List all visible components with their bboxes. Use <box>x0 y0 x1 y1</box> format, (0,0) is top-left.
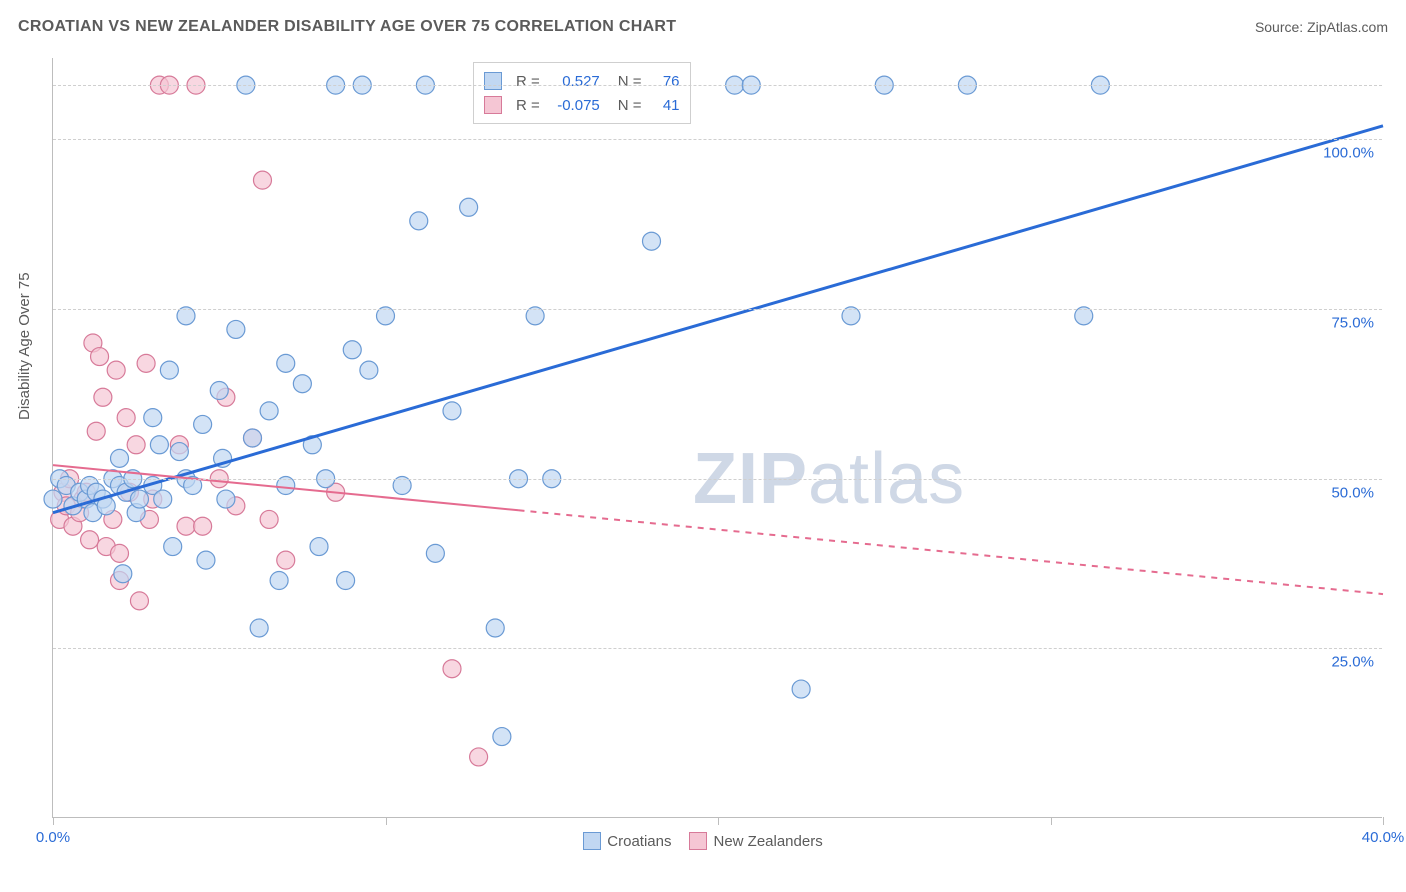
point-croatians <box>160 361 178 379</box>
y-tick-label: 25.0% <box>1331 654 1374 671</box>
point-croatians <box>130 490 148 508</box>
point-croatians <box>164 538 182 556</box>
point-newzealanders <box>130 592 148 610</box>
point-croatians <box>343 341 361 359</box>
point-croatians <box>197 551 215 569</box>
point-croatians <box>44 490 62 508</box>
point-croatians <box>210 382 228 400</box>
legend-item-newzealanders: New Zealanders <box>689 832 822 850</box>
point-croatians <box>250 619 268 637</box>
point-croatians <box>111 449 129 467</box>
point-newzealanders <box>253 171 271 189</box>
point-newzealanders <box>127 436 145 454</box>
y-tick-label: 50.0% <box>1331 484 1374 501</box>
x-tick <box>53 817 54 825</box>
point-croatians <box>460 198 478 216</box>
correlation-legend: R =0.527N =76R =-0.075N =41 <box>473 62 691 124</box>
point-croatians <box>360 361 378 379</box>
trendline-croatians <box>53 126 1383 513</box>
point-croatians <box>293 375 311 393</box>
point-croatians <box>154 490 172 508</box>
scatter-svg <box>53 58 1382 817</box>
chart-plot-area: ZIPatlas R =0.527N =76R =-0.075N =41 25.… <box>52 58 1382 818</box>
point-croatians <box>227 320 245 338</box>
point-newzealanders <box>177 517 195 535</box>
point-croatians <box>150 436 168 454</box>
source-attribution: Source: ZipAtlas.com <box>1255 19 1388 35</box>
gridline-h <box>53 479 1382 480</box>
y-tick-label: 75.0% <box>1331 315 1374 332</box>
point-newzealanders <box>94 388 112 406</box>
point-croatians <box>194 415 212 433</box>
point-newzealanders <box>87 422 105 440</box>
point-croatians <box>114 565 132 583</box>
point-croatians <box>277 354 295 372</box>
point-croatians <box>337 572 355 590</box>
point-croatians <box>270 572 288 590</box>
point-croatians <box>792 680 810 698</box>
x-tick <box>1051 817 1052 825</box>
point-croatians <box>410 212 428 230</box>
y-axis-label: Disability Age Over 75 <box>16 272 33 420</box>
point-newzealanders <box>137 354 155 372</box>
gridline-h <box>53 309 1382 310</box>
point-croatians <box>643 232 661 250</box>
swatch-newzealanders <box>689 832 707 850</box>
point-croatians <box>493 728 511 746</box>
point-newzealanders <box>443 660 461 678</box>
gridline-h <box>53 648 1382 649</box>
point-croatians <box>217 490 235 508</box>
point-newzealanders <box>81 531 99 549</box>
point-newzealanders <box>194 517 212 535</box>
y-tick-label: 100.0% <box>1323 145 1374 162</box>
gridline-h <box>53 85 1382 86</box>
point-croatians <box>310 538 328 556</box>
point-croatians <box>486 619 504 637</box>
swatch-croatians <box>484 72 502 90</box>
point-croatians <box>170 443 188 461</box>
swatch-croatians <box>583 832 601 850</box>
point-croatians <box>244 429 262 447</box>
point-croatians <box>260 402 278 420</box>
point-newzealanders <box>277 551 295 569</box>
point-newzealanders <box>91 348 109 366</box>
legend-item-croatians: Croatians <box>583 832 671 850</box>
corr-row-newzealanders: R =-0.075N =41 <box>484 93 680 117</box>
point-newzealanders <box>111 544 129 562</box>
corr-row-croatians: R =0.527N =76 <box>484 69 680 93</box>
x-tick <box>386 817 387 825</box>
point-croatians <box>443 402 461 420</box>
point-newzealanders <box>260 510 278 528</box>
series-legend: Croatians New Zealanders <box>0 832 1406 850</box>
point-newzealanders <box>470 748 488 766</box>
point-croatians <box>144 409 162 427</box>
swatch-newzealanders <box>484 96 502 114</box>
trendline-newzealanders-dashed <box>519 510 1384 594</box>
x-tick <box>1383 817 1384 825</box>
point-newzealanders <box>107 361 125 379</box>
chart-title: CROATIAN VS NEW ZEALANDER DISABILITY AGE… <box>18 18 676 36</box>
gridline-h <box>53 139 1382 140</box>
point-croatians <box>426 544 444 562</box>
x-tick <box>718 817 719 825</box>
point-newzealanders <box>117 409 135 427</box>
